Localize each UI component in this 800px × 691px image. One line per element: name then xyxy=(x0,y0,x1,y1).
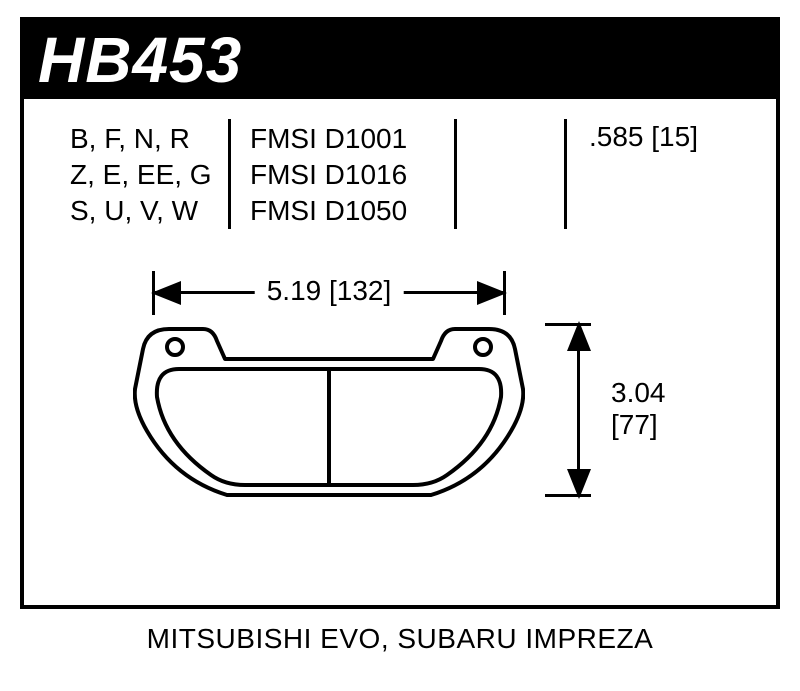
header-band: HB453 xyxy=(24,21,776,99)
fmsi-line: FMSI D1050 xyxy=(250,193,407,229)
compound-line: Z, E, EE, G xyxy=(70,157,212,193)
compounds-column: B, F, N, R Z, E, EE, G S, U, V, W xyxy=(70,121,212,229)
divider-1 xyxy=(228,119,231,229)
spec-sheet-frame: HB453 B, F, N, R Z, E, EE, G S, U, V, W … xyxy=(20,17,780,609)
thickness-value: .585 [15] xyxy=(589,121,698,153)
width-label: 5.19 [132] xyxy=(255,275,404,307)
brake-pad-outline xyxy=(133,323,525,503)
arrow-left-icon xyxy=(151,281,181,305)
height-value: 3.04 xyxy=(611,377,666,409)
arrow-up-icon xyxy=(567,321,591,351)
height-value-mm: [77] xyxy=(611,409,666,441)
height-dimension: 3.04 [77] xyxy=(559,323,729,497)
arrow-right-icon xyxy=(477,281,507,305)
compound-line: S, U, V, W xyxy=(70,193,212,229)
divider-2 xyxy=(454,119,457,229)
width-dimension: 5.19 [132] xyxy=(153,271,505,315)
part-number: HB453 xyxy=(38,23,242,97)
height-label: 3.04 [77] xyxy=(611,377,666,441)
fmsi-line: FMSI D1001 xyxy=(250,121,407,157)
specs-row: B, F, N, R Z, E, EE, G S, U, V, W FMSI D… xyxy=(24,119,776,229)
vehicle-applications: MITSUBISHI EVO, SUBARU IMPREZA xyxy=(0,623,800,655)
compound-line: B, F, N, R xyxy=(70,121,212,157)
fmsi-line: FMSI D1016 xyxy=(250,157,407,193)
arrow-down-icon xyxy=(567,469,591,499)
fmsi-column: FMSI D1001 FMSI D1016 FMSI D1050 xyxy=(250,121,407,229)
brake-pad-diagram: 5.19 [132] 3.04 [77] xyxy=(89,271,729,571)
divider-3 xyxy=(564,119,567,229)
